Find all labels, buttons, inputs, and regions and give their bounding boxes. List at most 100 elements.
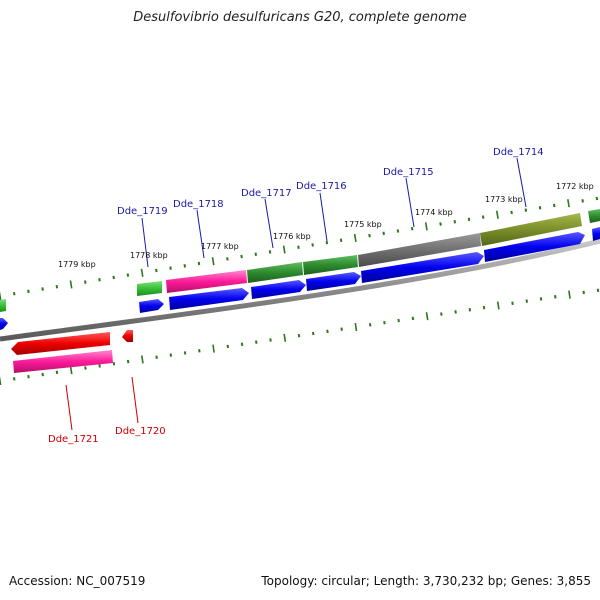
minor-tick (112, 275, 115, 280)
tick-label: 1776 kbp (273, 232, 311, 241)
minor-tick (254, 252, 258, 256)
minor-tick (439, 222, 442, 226)
major-tick (424, 222, 428, 231)
tick-label: 1772 kbp (556, 182, 594, 191)
feature-block (247, 262, 303, 283)
minor-tick (41, 287, 44, 291)
minor-tick (481, 215, 485, 219)
minor-tick (595, 196, 599, 201)
leader-line (196, 209, 205, 259)
minor-tick (382, 231, 385, 236)
cds-arrow (169, 288, 249, 310)
gene-label[interactable]: Dde_1715 (383, 167, 434, 178)
major-tick (568, 290, 571, 299)
label-leaders (65, 157, 527, 431)
leader-line (65, 384, 73, 431)
feature-block (588, 209, 600, 223)
minor-tick (169, 266, 172, 270)
minor-tick (98, 278, 101, 282)
feature-block (358, 233, 481, 267)
tick-label: 1778 kbp (130, 251, 168, 260)
cds-arrow (11, 332, 110, 355)
minor-tick (581, 199, 584, 203)
cds-arrow (139, 299, 164, 313)
minor-tick (311, 243, 314, 247)
tick-label: 1777 kbp (201, 242, 239, 251)
feature-track-lower (13, 350, 113, 373)
leader-line (131, 376, 139, 424)
cds-arrow (361, 252, 484, 283)
gene-label[interactable]: Dde_1720 (115, 426, 166, 437)
minor-tick (467, 217, 471, 222)
minor-tick (197, 261, 201, 266)
cds-arrow (306, 272, 361, 291)
major-tick (69, 280, 73, 289)
tick-ruler-inner (0, 288, 600, 386)
minor-tick (155, 268, 158, 273)
major-tick (69, 366, 73, 375)
major-tick (140, 355, 144, 364)
feature-block (166, 270, 247, 293)
minor-tick (368, 233, 371, 238)
leader-line (516, 157, 527, 208)
gene-label[interactable]: Dde_1721 (48, 434, 99, 445)
minor-tick (538, 206, 542, 210)
major-tick (283, 333, 287, 342)
feature-block (137, 281, 162, 296)
minor-tick (339, 238, 343, 243)
minor-tick (396, 229, 400, 233)
minor-tick (55, 284, 59, 289)
minor-tick (12, 291, 16, 296)
tick-label: 1779 kbp (58, 260, 96, 269)
cds-arrow (484, 232, 585, 262)
gene-label[interactable]: Dde_1718 (173, 199, 224, 210)
major-tick (211, 257, 215, 266)
gene-label[interactable]: Dde_1714 (493, 147, 544, 158)
major-tick (425, 312, 429, 321)
feature-block (480, 213, 582, 246)
cds-arrow (0, 318, 8, 330)
major-tick (140, 268, 144, 277)
cds-arrow (592, 227, 600, 241)
major-tick (496, 301, 500, 310)
minor-tick (183, 264, 186, 268)
minor-tick (453, 219, 457, 224)
minor-tick (84, 280, 87, 284)
major-tick (495, 210, 499, 219)
major-tick (0, 291, 2, 301)
leader-line (319, 192, 328, 242)
minor-tick (226, 257, 229, 261)
map-title: Desulfovibrio desulfuricans G20, complet… (133, 10, 467, 25)
minor-tick (524, 208, 528, 212)
feature-track-upper (0, 209, 600, 312)
leader-line (141, 217, 149, 268)
gene-label[interactable]: Dde_1716 (296, 181, 347, 192)
major-tick (354, 322, 358, 332)
major-tick (567, 199, 570, 208)
feature-block (0, 299, 6, 312)
tick-ruler-outer (0, 196, 599, 301)
genome-backbone (0, 238, 600, 342)
minor-tick (410, 226, 414, 231)
cds-arrow (122, 330, 133, 342)
minor-tick (325, 240, 329, 245)
topology-text: Topology: circular; Length: 3,730,232 bp… (261, 574, 591, 588)
major-tick (212, 344, 215, 353)
gene-label[interactable]: Dde_1717 (241, 188, 292, 199)
minor-tick (268, 250, 272, 254)
major-tick (282, 245, 286, 254)
major-tick (353, 233, 357, 243)
feature-block (303, 255, 358, 275)
leader-line (264, 198, 274, 249)
minor-tick (510, 210, 513, 215)
gene-label[interactable]: Dde_1719 (117, 206, 168, 217)
reverse-cds-track (11, 330, 133, 355)
minor-tick (27, 289, 30, 294)
minor-tick (240, 254, 243, 259)
minor-tick (126, 273, 130, 277)
gene-labels: Dde_1719 Dde_1718 Dde_1717 Dde_1716 Dde_… (48, 147, 544, 445)
major-tick (0, 376, 2, 386)
minor-tick (553, 203, 556, 208)
cds-arrow (251, 280, 306, 299)
feature-block (13, 350, 113, 373)
